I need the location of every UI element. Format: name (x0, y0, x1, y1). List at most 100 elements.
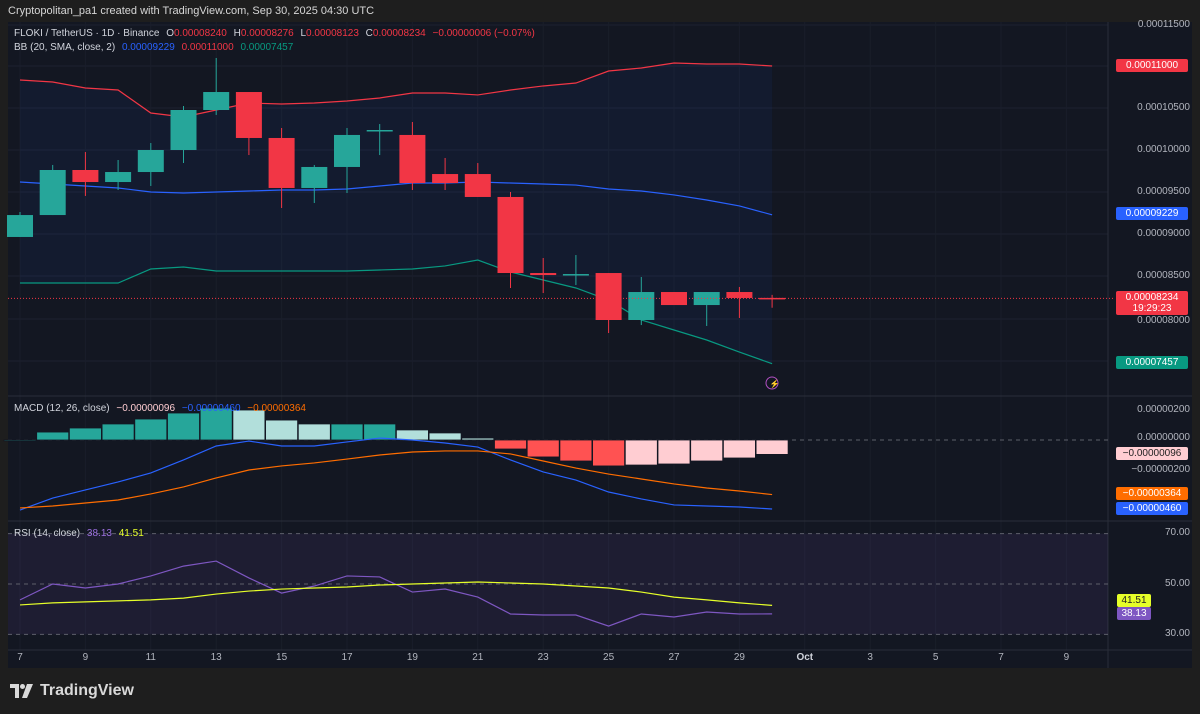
candle-down (72, 170, 99, 183)
bb-fill (20, 63, 773, 364)
rsi-ma-value: 41.51 (118, 528, 144, 539)
time-tick: 29 (733, 652, 745, 663)
candle-down (235, 92, 262, 138)
macd-histogram-bar (232, 409, 266, 441)
time-tick: Oct (796, 652, 814, 663)
bb-legend[interactable]: BB (20, SMA, close, 2) 0.00009229 0.0001… (14, 42, 297, 53)
time-tick: 21 (472, 652, 484, 663)
macd-histogram-bar (363, 423, 397, 441)
candle-down (497, 196, 524, 274)
bb-lower-value: 0.00007457 (240, 42, 294, 53)
macd-hist-tag: −0.00000096 (1116, 447, 1188, 460)
bb-upper-line (19, 62, 773, 118)
macd-line-value: −0.00000460 (181, 403, 241, 414)
time-tick: 7 (998, 652, 1004, 663)
price-tick: 0.00011500 (1137, 19, 1190, 30)
time-tick: 27 (668, 652, 680, 663)
macd-histogram-bar (461, 437, 495, 441)
price-tick: 0.00010000 (1137, 144, 1190, 155)
time-tick: 11 (145, 652, 156, 663)
macd-signal-value: −0.00000364 (247, 403, 306, 414)
logo-text: TradingView (40, 682, 134, 699)
close-label: C (365, 28, 373, 39)
macd-histogram-bar (297, 423, 331, 441)
price-tick: 0.00008000 (1137, 315, 1190, 326)
candle-down (759, 297, 786, 300)
macd-legend[interactable]: MACD (12, 26, close) −0.00000096 −0.0000… (14, 403, 310, 414)
time-tick: 5 (932, 652, 939, 663)
macd-histogram-bar (36, 431, 70, 441)
rsi-tick: 70.00 (1164, 527, 1190, 538)
macd-histogram-bar (167, 412, 200, 441)
macd-histogram-bar (526, 439, 560, 458)
candle-up (170, 110, 197, 150)
rsi-legend[interactable]: RSI (14, close) 38.13 41.51 (14, 528, 148, 539)
rsi-ma-line (19, 581, 773, 606)
candle-up (7, 215, 33, 237)
macd-line-tag: −0.00000460 (1116, 502, 1188, 515)
candle-down (595, 273, 622, 320)
macd-histogram-bar (755, 439, 789, 455)
macd-histogram-bar (101, 423, 135, 441)
tradingview-logo-icon (10, 684, 33, 698)
macd-histogram-bar (134, 418, 168, 441)
macd-histogram-bar (395, 429, 429, 441)
open-label: O (166, 28, 174, 39)
bb-title: BB (20, SMA, close, 2) (14, 42, 116, 53)
time-tick: 9 (1063, 652, 1070, 663)
alert-lightning-icon-glyph: ⚡ (770, 379, 780, 389)
bb-upper-value: 0.00011000 (181, 42, 234, 53)
macd-histogram-bar (428, 432, 462, 441)
candle-up (39, 170, 66, 216)
macd-histogram-bar (69, 427, 102, 441)
macd-histogram-bar (657, 439, 691, 465)
macd-tick: 0.00000000 (1137, 432, 1190, 443)
rsi-tag: 38.13 (1117, 607, 1151, 620)
symbol-legend: FLOKI / TetherUS · 1D · Binance O0.00008… (14, 28, 539, 39)
last-price-tag: 0.00008234 19:29:23 (1116, 291, 1188, 315)
rsi-ma-tag: 41.51 (1117, 594, 1151, 607)
high-label: H (233, 28, 241, 39)
close-value: 0.00008234 (372, 28, 426, 39)
macd-histogram-bar (559, 439, 593, 462)
macd-line (19, 437, 773, 511)
chart-panel[interactable] (8, 22, 1192, 668)
candle-up (334, 134, 360, 167)
candle-down (530, 273, 557, 276)
candle-down (726, 292, 753, 298)
macd-histogram-bar (592, 439, 625, 467)
price-tick: 0.00009000 (1137, 228, 1190, 239)
macd-histogram-bar (494, 439, 527, 450)
time-tick: 23 (537, 652, 549, 663)
bb-lower-line (20, 259, 773, 365)
bb-basis-tag: 0.00009229 (1116, 207, 1188, 220)
symbol-title: FLOKI / TetherUS · 1D · Binance (14, 28, 160, 39)
time-tick: 9 (82, 652, 89, 663)
price-tick: 0.00009500 (1137, 186, 1190, 197)
alert-lightning-icon (765, 376, 779, 390)
bb-basis-line (19, 181, 773, 216)
time-tick: 3 (867, 652, 873, 663)
macd-histogram-bar (723, 439, 756, 459)
macd-histogram-bar (199, 407, 233, 441)
open-value: 0.00008240 (174, 28, 227, 39)
rsi-title: RSI (14, close) (14, 528, 81, 539)
macd-histogram-bar (624, 439, 658, 466)
low-label: L (300, 28, 307, 39)
candle-down (432, 174, 459, 184)
candle-up (203, 92, 230, 110)
time-tick: 19 (406, 652, 418, 663)
macd-signal-tag: −0.00000364 (1116, 487, 1188, 500)
macd-histogram-bar (690, 439, 724, 462)
candle-up (105, 172, 132, 183)
macd-histogram-bar (330, 423, 364, 441)
time-tick: 17 (341, 652, 353, 663)
time-tick: 7 (17, 652, 23, 663)
last-price: 0.00008234 (1125, 292, 1179, 303)
bb-lower-tag: 0.00007457 (1116, 356, 1188, 369)
change-value: −0.00000006 (−0.07%) (432, 28, 535, 39)
chart-credit: Cryptopolitan_pa1 created with TradingVi… (8, 5, 375, 17)
time-tick: 25 (603, 652, 615, 663)
rsi-value: 38.13 (86, 528, 112, 539)
